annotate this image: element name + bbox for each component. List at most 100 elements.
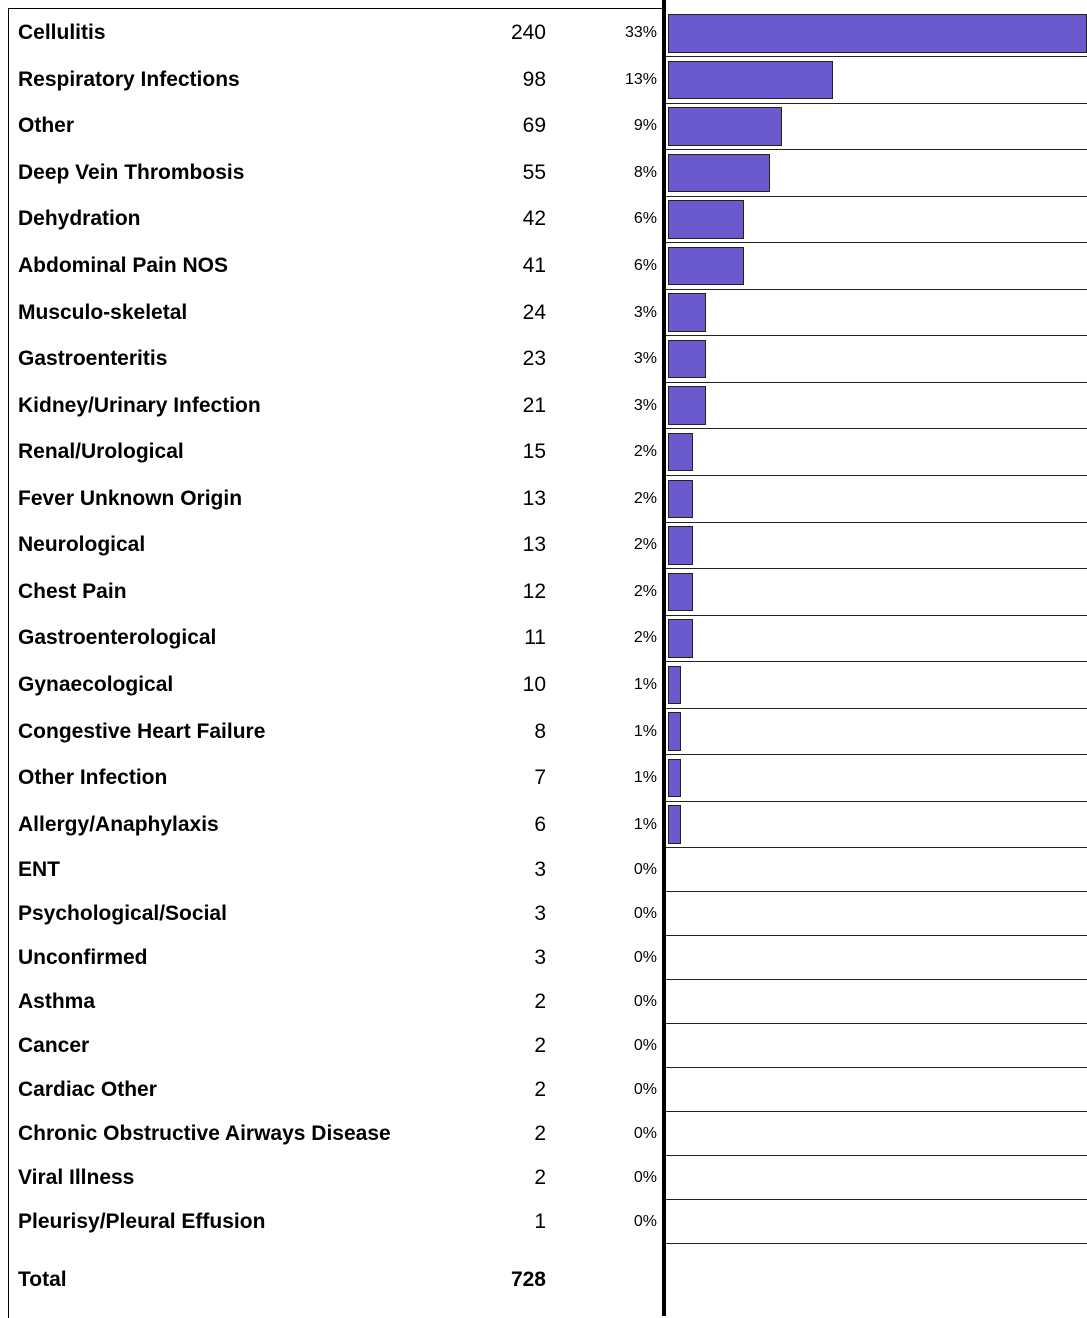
count: 10 [522, 672, 546, 696]
row-line [666, 1067, 1087, 1069]
bar [668, 293, 707, 332]
category-label: Gynaecological [18, 672, 174, 696]
bar [668, 712, 681, 751]
bar [668, 107, 783, 146]
percent-label: 0% [633, 1212, 657, 1230]
bar [668, 153, 770, 193]
row-line [666, 521, 1087, 523]
percent-label: 1% [633, 675, 657, 693]
count: 3 [534, 901, 546, 925]
percent-label: 1% [633, 769, 657, 787]
row-line [666, 288, 1087, 290]
row-line [666, 707, 1087, 709]
count: 2 [534, 1121, 546, 1145]
category-label: Gastroenteritis [18, 347, 168, 371]
row-line [666, 56, 1087, 58]
count: 42 [522, 207, 546, 231]
row-line [666, 381, 1087, 383]
percent-label: 0% [633, 1124, 657, 1142]
category-label: Neurological [18, 533, 146, 557]
bar [668, 526, 694, 565]
row-line [666, 428, 1087, 430]
percent-label: 2% [633, 536, 657, 554]
percent-label: 13% [624, 70, 657, 88]
bar [668, 339, 707, 379]
bar [668, 200, 745, 239]
category-label: ENT [18, 857, 60, 881]
category-label: Congestive Heart Failure [18, 719, 266, 743]
count: 24 [522, 300, 546, 324]
percent-label: 0% [633, 904, 657, 922]
percent-label: 3% [633, 303, 657, 321]
bar [668, 758, 681, 798]
percent-label: 0% [633, 1036, 657, 1054]
count: 2 [534, 1165, 546, 1189]
category-label: Cellulitis [18, 21, 106, 45]
count: 3 [534, 945, 546, 969]
count: 11 [524, 626, 546, 650]
row-line [666, 1243, 1087, 1245]
bar [668, 572, 694, 612]
bar [668, 60, 834, 100]
category-label: Other Infection [18, 766, 168, 790]
count: 12 [522, 579, 546, 603]
category-label: Viral Illness [18, 1165, 135, 1189]
percent-label: 2% [633, 443, 657, 461]
divider [662, 0, 666, 1316]
count: 21 [522, 393, 546, 417]
category-label: Fever Unknown Origin [18, 486, 243, 510]
category-label: Cancer [18, 1033, 90, 1057]
row-line [666, 102, 1087, 104]
count: 6 [534, 812, 546, 836]
percent-label: 0% [633, 860, 657, 878]
left-panel-border [8, 8, 663, 1318]
row-line [666, 891, 1087, 893]
total-label: Total [18, 1267, 67, 1291]
row-line [666, 614, 1087, 616]
row-line [666, 935, 1087, 937]
percent-label: 2% [633, 489, 657, 507]
count: 2 [534, 989, 546, 1013]
row-line [666, 475, 1087, 476]
category-label: Allergy/Anaphylaxis [18, 812, 219, 836]
percent-label: 6% [633, 257, 657, 275]
bar [668, 479, 694, 519]
category-label: Asthma [18, 989, 96, 1013]
category-label: Renal/Urological [18, 440, 184, 464]
category-label: Unconfirmed [18, 945, 148, 969]
category-label: Cardiac Other [18, 1077, 157, 1101]
row-line [666, 800, 1087, 802]
percent-label: 1% [633, 815, 657, 833]
total-count: 728 [510, 1267, 546, 1291]
percent-label: 33% [624, 24, 657, 42]
percent-label: 2% [633, 629, 657, 647]
count: 55 [522, 160, 546, 184]
count: 3 [534, 857, 546, 881]
count: 2 [534, 1033, 546, 1057]
percent-label: 1% [633, 722, 657, 740]
row-line [666, 335, 1087, 337]
category-label: Abdominal Pain NOS [18, 254, 229, 278]
category-label: Pleurisy/Pleural Effusion [18, 1209, 266, 1233]
percent-label: 9% [633, 117, 657, 135]
row-line [666, 568, 1087, 570]
count: 13 [522, 533, 546, 557]
row-line [666, 242, 1087, 244]
category-label: Other [18, 114, 75, 138]
bar [668, 432, 694, 472]
category-label: Deep Vein Thrombosis [18, 160, 245, 184]
count: 98 [522, 67, 546, 91]
count: 2 [534, 1077, 546, 1101]
bar [668, 14, 1087, 53]
category-label: Musculo-skeletal [18, 300, 188, 324]
count: 23 [522, 347, 546, 371]
category-label: Dehydration [18, 207, 141, 231]
category-label: Chest Pain [18, 579, 127, 603]
count: 69 [522, 114, 546, 138]
category-label: Chronic Obstructive Airways Disease [18, 1121, 391, 1145]
percent-label: 2% [633, 582, 657, 600]
category-label: Psychological/Social [18, 901, 227, 925]
percent-label: 3% [633, 396, 657, 414]
row-line [666, 195, 1087, 197]
